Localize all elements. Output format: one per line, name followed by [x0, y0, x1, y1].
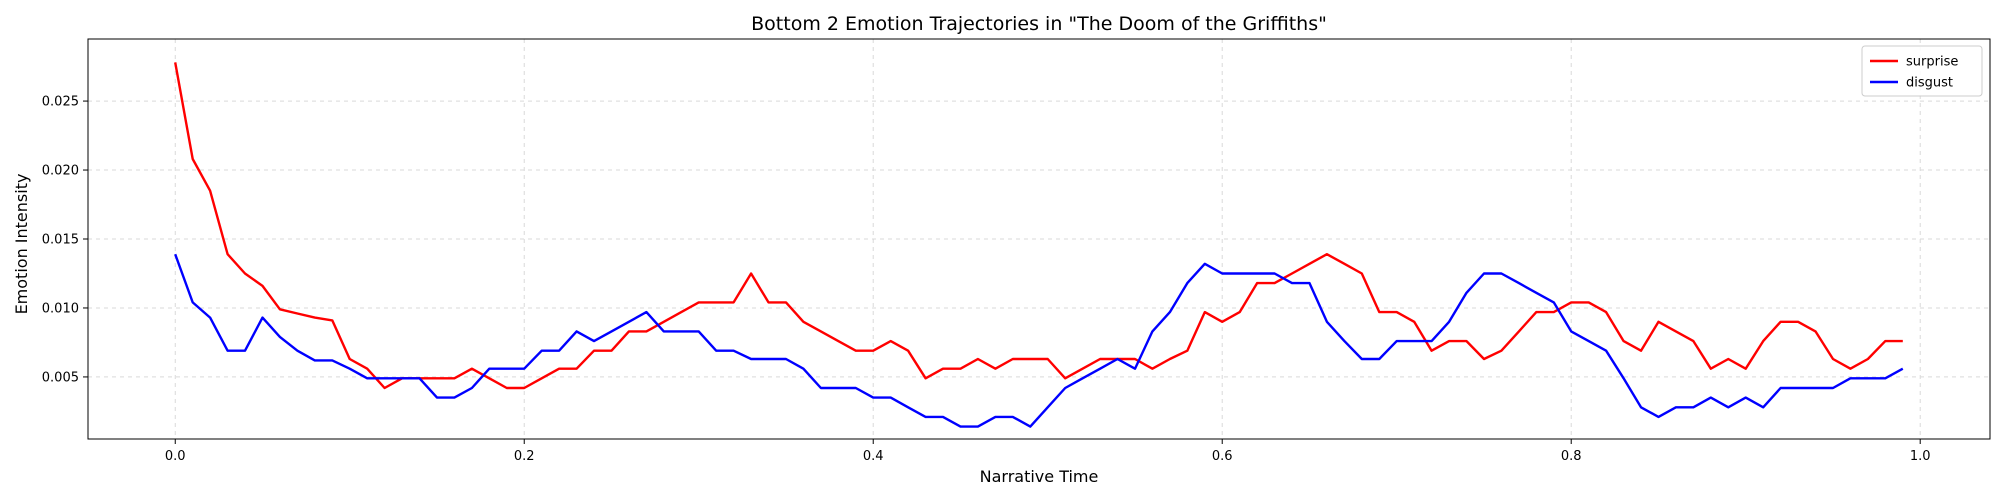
- x-tick-label: 0.4: [863, 449, 884, 464]
- legend-label-disgust: disgust: [1906, 76, 1953, 91]
- x-tick-label: 0.8: [1561, 449, 1582, 464]
- legend-frame: [1861, 45, 1983, 97]
- series-layer: [174, 62, 1904, 428]
- y-tick-label: 0.020: [42, 164, 79, 179]
- chart-title: Bottom 2 Emotion Trajectories in "The Do…: [751, 13, 1327, 35]
- y-tick-label: 0.005: [42, 370, 79, 385]
- y-tick-label: 0.025: [42, 95, 79, 110]
- y-axis-label: Emotion Intensity: [12, 174, 31, 315]
- x-tick-label: 0.6: [1212, 449, 1233, 464]
- x-tick-label: 0.2: [514, 449, 535, 464]
- legend-label-surprise: surprise: [1906, 55, 1958, 70]
- x-axis-label: Narrative Time: [980, 467, 1099, 486]
- legend: surprise disgust: [1861, 45, 1983, 97]
- y-tick-label: 0.010: [42, 301, 79, 316]
- axis-ticks: 0.0 0.2 0.4 0.6 0.8 1.0 0.005 0.010 0.015 0.020 0.…: [42, 95, 1931, 464]
- grid-lines: [88, 39, 1990, 439]
- series-line-disgust: [174, 253, 1904, 428]
- x-tick-label: 0.0: [165, 449, 186, 464]
- y-tick-label: 0.015: [42, 233, 79, 248]
- series-line-surprise: [174, 62, 1903, 390]
- x-tick-label: 1.0: [1910, 449, 1931, 464]
